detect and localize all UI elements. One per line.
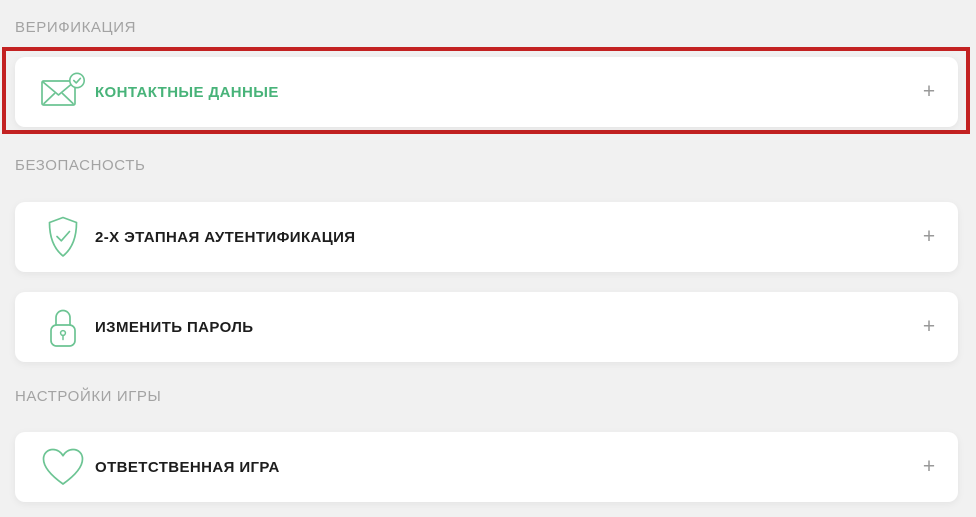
accordion-item-contact-data[interactable]: КОНТАКТНЫЕ ДАННЫЕ + [15,57,958,127]
accordion-item-label: ОТВЕТСТВЕННАЯ ИГРА [95,458,280,476]
heart-icon [39,443,87,491]
accordion-item-responsible-gaming[interactable]: ОТВЕТСТВЕННАЯ ИГРА + [15,432,958,502]
expand-plus-icon[interactable]: + [922,225,936,248]
accordion-item-change-password[interactable]: ИЗМЕНИТЬ ПАРОЛЬ + [15,292,958,362]
red-highlight-box: КОНТАКТНЫЕ ДАННЫЕ + [2,47,970,134]
envelope-check-icon [39,68,87,116]
section-label-game-settings: НАСТРОЙКИ ИГРЫ [15,388,162,405]
accordion-item-label: 2-Х ЭТАПНАЯ АУТЕНТИФИКАЦИЯ [95,228,356,246]
expand-plus-icon[interactable]: + [922,315,936,338]
expand-plus-icon[interactable]: + [922,455,936,478]
padlock-icon [39,303,87,351]
section-label-verification: ВЕРИФИКАЦИЯ [15,19,137,36]
shield-check-icon [39,213,87,261]
accordion-item-label: КОНТАКТНЫЕ ДАННЫЕ [95,83,279,101]
accordion-item-label: ИЗМЕНИТЬ ПАРОЛЬ [95,318,254,336]
accordion-item-two-step-authentication[interactable]: 2-Х ЭТАПНАЯ АУТЕНТИФИКАЦИЯ + [15,202,958,272]
expand-plus-icon[interactable]: + [922,80,936,103]
section-label-security: БЕЗОПАСНОСТЬ [15,157,146,174]
